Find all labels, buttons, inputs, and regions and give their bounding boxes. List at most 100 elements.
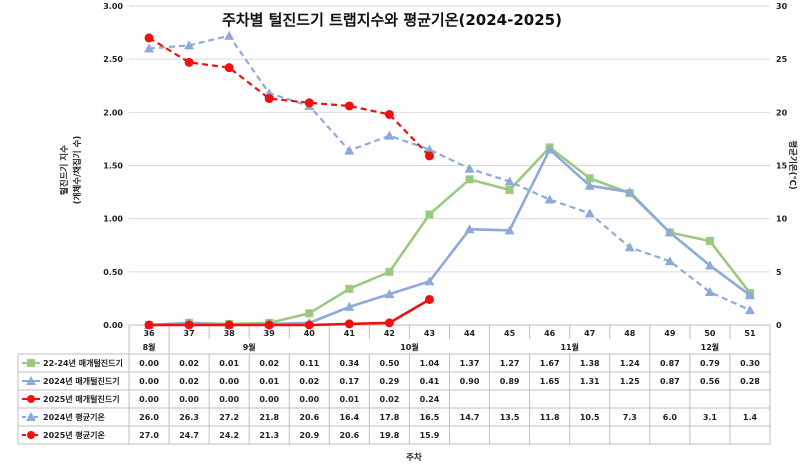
data-point [504,225,515,235]
x-tick-label: 40 [304,329,316,338]
data-point [744,305,755,315]
table-cell: 27.2 [219,413,239,422]
row-label: 22-24년 매개털진드기 [43,358,123,368]
table-cell: 16.5 [420,413,440,422]
x-tick-label: 38 [224,329,236,338]
table-cell: 0.02 [299,377,319,386]
x-tick-label: 36 [143,329,155,338]
table-cell: 27.0 [139,431,159,440]
y-right-tick-label: 5 [776,268,782,277]
row-label: 2025년 매개털진드기 [43,394,120,404]
data-point [224,63,234,73]
table-cell: 21.8 [259,413,279,422]
data-point [144,320,154,330]
y-left-tick-label: 3.00 [103,2,123,11]
y-left-tick-label: 0.00 [103,321,123,330]
table-cell: 0.87 [660,377,680,386]
data-point [384,318,394,328]
table-cell: 0.28 [740,377,760,386]
table-cell: 0.02 [380,395,400,404]
data-point [544,194,555,204]
y-right-tick-label: 25 [776,55,788,64]
table-cell: 0.17 [339,377,359,386]
table-cell: 0.24 [420,395,440,404]
y-axis-right-label: 평균기온(℃) [787,140,798,189]
data-point [504,176,515,186]
table-cell: 1.25 [620,377,640,386]
table-cell: 0.79 [700,359,720,368]
table-cell: 19.8 [380,431,400,440]
legend-key-marker [27,431,35,439]
row-label: 2024년 매개털진드기 [43,376,120,386]
data-point [585,174,594,183]
month-label: 8월 [143,342,156,352]
data-point [704,260,715,270]
table-cell: 0.41 [420,377,440,386]
x-tick-label: 49 [664,329,676,338]
month-label: 10월 [400,342,419,352]
data-point [624,242,635,252]
legend-key-marker [26,412,36,421]
y-right-tick-label: 10 [776,215,788,224]
data-point [184,57,194,67]
data-point [704,287,715,297]
table-cell: 0.00 [299,395,319,404]
data-point [304,320,314,330]
series-line [148,146,751,327]
data-point [384,109,394,119]
x-axis-label: 주차 [406,452,422,463]
y-right-tick-label: 15 [776,162,788,171]
data-point [425,210,434,219]
x-tick-label: 45 [504,329,516,338]
table-cell: 0.00 [219,377,239,386]
x-tick-label: 39 [264,329,276,338]
table-cell: 0.29 [380,377,400,386]
table-cell: 1.31 [580,377,600,386]
data-point [344,101,354,111]
table-cell: 6.0 [663,413,678,422]
y-right-tick-label: 20 [776,108,788,117]
data-point [385,267,394,276]
table-cell: 21.3 [259,431,279,440]
data-point [464,224,475,234]
y-left-tick-label: 1.00 [103,215,123,224]
x-tick-label: 42 [384,329,395,338]
month-label: 11월 [560,342,579,352]
table-cell: 0.90 [460,377,480,386]
table-cell: 0.01 [219,359,239,368]
table-cell: 0.00 [139,377,159,386]
table-cell: 0.56 [700,377,720,386]
data-point [424,294,434,304]
series-line [148,36,431,157]
y-right-tick-label: 30 [776,2,788,11]
data-point [384,289,395,299]
month-label: 9월 [243,342,256,352]
x-tick-label: 37 [184,329,195,338]
x-tick-label: 47 [584,329,595,338]
y-axis-left-label: 털진드기 지수 [59,145,70,195]
series-line [149,298,431,327]
x-tick-label: 51 [744,329,756,338]
data-point [144,33,154,43]
data-point [464,163,475,173]
table-cell: 26.3 [179,413,199,422]
table-cell: 3.1 [703,413,718,422]
table-cell: 0.00 [259,395,279,404]
series-lines [144,30,755,330]
table-cell: 1.27 [500,359,520,368]
table-cell: 26.0 [139,413,159,422]
table-cell: 16.4 [339,413,359,422]
data-point [664,256,675,266]
chart-title: 주차별 털진드기 트랩지수와 평균기온(2024-2025) [222,11,562,29]
legend-key-marker [26,376,36,385]
table-cell: 17.8 [380,413,400,422]
table-cell: 0.87 [660,359,680,368]
x-tick-label: 41 [344,329,356,338]
y-left-tick-label: 2.00 [103,108,123,117]
table-cell: 1.38 [580,359,600,368]
table-cell: 0.50 [380,359,400,368]
data-point [664,227,675,237]
data-point [744,290,755,300]
